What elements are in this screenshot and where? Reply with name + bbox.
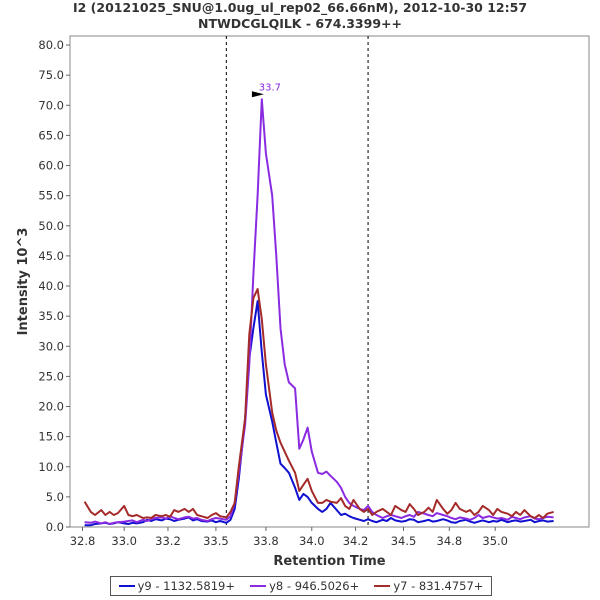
x-axis-label: Retention Time: [273, 554, 385, 569]
legend-label: y7 - 831.4757+: [393, 579, 484, 593]
legend-item: y8 - 946.5026+: [250, 579, 359, 593]
y-tick-label: 70.0: [38, 98, 64, 112]
legend-swatch: [374, 585, 391, 587]
y-tick-label: 50.0: [38, 219, 64, 233]
y-tick-label: 0.0: [46, 520, 64, 534]
x-tick-label: 33.2: [155, 534, 181, 548]
x-tick-label: 34.5: [391, 534, 417, 548]
y-tick-label: 25.0: [38, 369, 64, 383]
y-tick-label: 75.0: [38, 68, 64, 82]
y-tick-label: 80.0: [38, 38, 64, 52]
peak-label: 33.7: [259, 82, 281, 93]
legend-item: y9 - 1132.5819+: [118, 579, 235, 593]
x-tick-label: 35.0: [482, 534, 508, 548]
x-tick-label: 34.2: [343, 534, 369, 548]
x-tick-label: 34.0: [299, 534, 325, 548]
plot-frame: [69, 35, 590, 528]
legend-swatch: [250, 585, 267, 587]
x-tick-label: 33.8: [253, 534, 279, 548]
series-line: [84, 98, 554, 525]
peak-arrow: [251, 91, 264, 98]
x-tick-label: 33.0: [111, 534, 137, 548]
chart-legend: y9 - 1132.5819+ y8 - 946.5026+ y7 - 831.47…: [110, 576, 492, 596]
legend-label: y9 - 1132.5819+: [137, 579, 235, 593]
legend-item: y7 - 831.4757+: [374, 579, 483, 593]
chart-title: I2 (20121025_SNU@1.0ug_ul_rep02_66.66nM)…: [72, 0, 528, 15]
y-tick-label: 60.0: [38, 159, 64, 173]
x-tick-label: 34.8: [437, 534, 463, 548]
y-tick-label: 15.0: [38, 430, 64, 444]
y-tick-label: 55.0: [38, 189, 64, 203]
y-tick-label: 65.0: [38, 128, 64, 142]
chart-subtitle: NTWDCGLQILK - 674.3399++: [198, 16, 402, 31]
y-tick-label: 10.0: [38, 460, 64, 474]
y-tick-label: 35.0: [38, 309, 64, 323]
x-tick-label: 32.8: [70, 534, 96, 548]
y-axis-label: Intensity 10^3: [16, 228, 31, 336]
series-line: [83, 288, 554, 519]
y-tick-label: 5.0: [46, 490, 64, 504]
chromatogram-chart: 0.0 5.0 10.0 15.0 20.0 25.0 30.0 35.0 40.0 45.0 50…: [16, 35, 590, 569]
y-tick-label: 20.0: [38, 400, 64, 414]
legend-swatch: [118, 585, 135, 587]
y-tick-label: 30.0: [38, 339, 64, 353]
y-tick-label: 40.0: [38, 279, 64, 293]
plot-area: 0.0 5.0 10.0 15.0 20.0 25.0 30.0 35.0 40.0 45.0 50…: [16, 35, 590, 569]
y-tick-label: 45.0: [38, 249, 64, 263]
legend-label: y8 - 946.5026+: [269, 579, 360, 593]
series-line: [84, 300, 554, 527]
x-tick-label: 33.5: [203, 534, 229, 548]
